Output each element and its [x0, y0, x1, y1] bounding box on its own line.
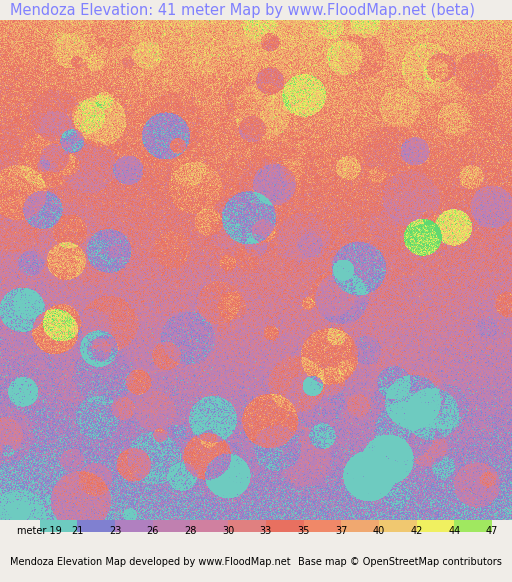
Text: 37: 37	[335, 526, 347, 536]
Bar	[40, 520, 77, 532]
Bar	[341, 520, 379, 532]
Text: 26: 26	[146, 526, 159, 536]
Bar	[266, 520, 304, 532]
Text: 42: 42	[411, 526, 423, 536]
Text: 44: 44	[448, 526, 460, 536]
Bar	[454, 520, 492, 532]
Text: 21: 21	[71, 526, 83, 536]
Text: 30: 30	[222, 526, 234, 536]
Bar	[304, 520, 341, 532]
Text: 40: 40	[373, 526, 385, 536]
Bar	[417, 520, 454, 532]
Text: Mendoza Elevation: 41 meter Map by www.FloodMap.net (beta): Mendoza Elevation: 41 meter Map by www.F…	[10, 2, 475, 17]
Text: meter 19: meter 19	[17, 526, 62, 536]
Bar	[115, 520, 153, 532]
Bar	[228, 520, 266, 532]
Bar	[77, 520, 115, 532]
Text: 35: 35	[297, 526, 310, 536]
Text: Mendoza Elevation Map developed by www.FloodMap.net: Mendoza Elevation Map developed by www.F…	[10, 557, 291, 567]
Bar	[379, 520, 417, 532]
Text: 33: 33	[260, 526, 272, 536]
Text: 47: 47	[486, 526, 498, 536]
Bar	[190, 520, 228, 532]
Text: 28: 28	[184, 526, 197, 536]
Text: Base map © OpenStreetMap contributors: Base map © OpenStreetMap contributors	[298, 557, 502, 567]
Bar	[153, 520, 190, 532]
Text: 23: 23	[109, 526, 121, 536]
